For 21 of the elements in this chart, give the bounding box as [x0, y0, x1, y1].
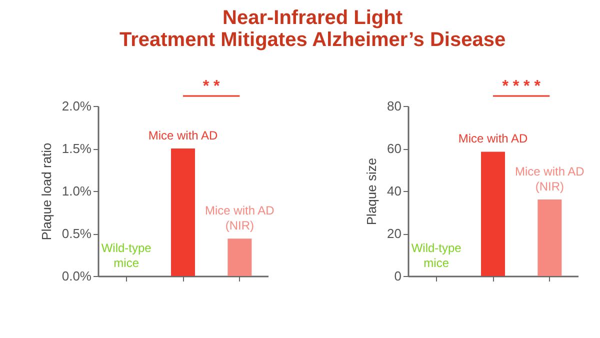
y-tick-label: 2.0%: [62, 98, 92, 114]
x-tick-label: Wild-type mice: [101, 241, 152, 270]
x-tick-label: Mice with AD (NIR): [204, 204, 275, 233]
y-tick-label: 0.5%: [62, 226, 92, 241]
x-tick-label: Mice with AD (NIR): [514, 164, 585, 194]
y-tick-label: 1.0%: [62, 184, 92, 198]
y-tick-label: 1.5%: [62, 141, 92, 156]
x-tick-label: Mice with AD: [148, 128, 218, 142]
y-tick-label: 80: [387, 98, 402, 114]
x-tick-label: Mice with AD: [458, 132, 528, 146]
text: * *: [202, 78, 221, 95]
x-tick-label: Wild-type mice: [411, 241, 462, 270]
text: Near-Infrared Light Treatment Mitigates Alzheimer’s Disease: [119, 7, 506, 51]
y-tick-label: 0: [394, 268, 402, 284]
text: * * * *: [502, 78, 542, 95]
y-tick-label: 60: [387, 141, 402, 156]
y-axis-title: Plaque load ratio: [38, 142, 54, 240]
y-tick-label: 0.0%: [62, 268, 92, 284]
y-tick-label: 40: [387, 184, 402, 198]
y-tick-label: 20: [387, 226, 402, 241]
y-axis-title: Plaque size: [364, 158, 380, 226]
